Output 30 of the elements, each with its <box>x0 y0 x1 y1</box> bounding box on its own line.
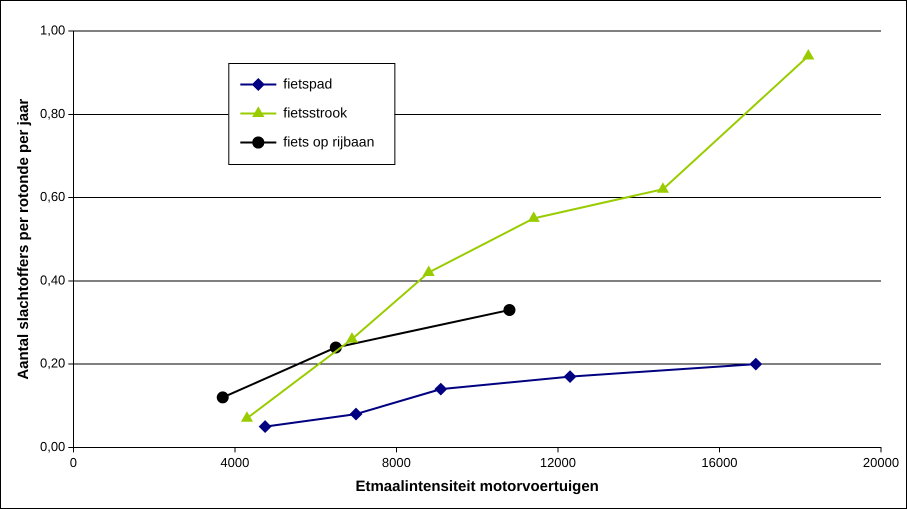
legend-label: fiets op rijbaan <box>283 133 374 150</box>
point <box>350 408 362 420</box>
point <box>242 412 252 422</box>
y-tick-label: 0,20 <box>40 356 66 371</box>
legend-label: fietspad <box>283 75 332 92</box>
x-tick-label: 0 <box>70 454 77 470</box>
point <box>750 358 762 370</box>
point <box>216 391 229 404</box>
x-tick-label: 12000 <box>540 454 576 470</box>
point <box>434 383 447 396</box>
x-axis-title: Etmaalintensiteit motorvoertuigen <box>355 478 599 496</box>
y-axis-title: Aantal slachtoffers per rotonde per jaar <box>15 98 32 380</box>
y-tick-label: 0,80 <box>40 106 66 121</box>
point <box>528 212 540 222</box>
point <box>802 50 814 60</box>
point <box>259 420 272 433</box>
y-tick-label: 0,60 <box>40 189 66 204</box>
point <box>503 304 516 316</box>
point <box>564 370 576 383</box>
x-tick-label: 20000 <box>862 454 900 470</box>
x-tick-label: 8000 <box>382 454 411 470</box>
point <box>658 183 668 193</box>
y-tick-label: 1,00 <box>40 22 66 38</box>
y-tick-label: 0,00 <box>40 438 66 454</box>
point <box>423 266 434 276</box>
y-tick-label: 0,40 <box>40 272 66 288</box>
legend-label: fietsstrook <box>283 104 348 120</box>
point <box>346 333 358 343</box>
x-tick-label: 16000 <box>701 454 738 470</box>
x-tick-label: 4000 <box>220 454 250 470</box>
